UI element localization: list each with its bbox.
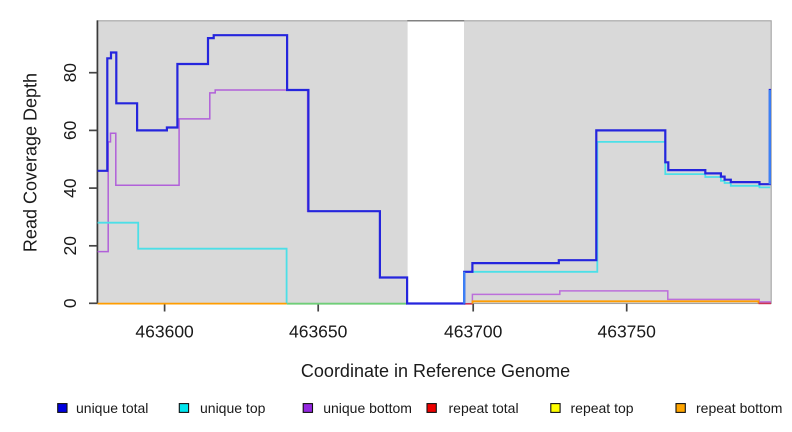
svg-text:40: 40	[60, 178, 80, 198]
svg-text:unique top: unique top	[200, 400, 266, 416]
svg-text:463600: 463600	[135, 322, 194, 342]
svg-text:463750: 463750	[597, 322, 656, 342]
svg-text:repeat total: repeat total	[449, 400, 519, 416]
svg-text:Coordinate in Reference Genome: Coordinate in Reference Genome	[301, 361, 570, 381]
svg-text:unique total: unique total	[76, 400, 148, 416]
svg-text:463700: 463700	[444, 322, 503, 342]
svg-text:unique bottom: unique bottom	[323, 400, 412, 416]
svg-text:Read Coverage Depth: Read Coverage Depth	[21, 73, 41, 252]
svg-text:20: 20	[60, 236, 80, 256]
svg-text:repeat top: repeat top	[571, 400, 634, 416]
svg-text:60: 60	[60, 120, 80, 140]
svg-text:repeat bottom: repeat bottom	[696, 400, 782, 416]
svg-text:80: 80	[60, 63, 80, 83]
svg-text:463650: 463650	[289, 322, 348, 342]
svg-text:0: 0	[60, 298, 80, 308]
